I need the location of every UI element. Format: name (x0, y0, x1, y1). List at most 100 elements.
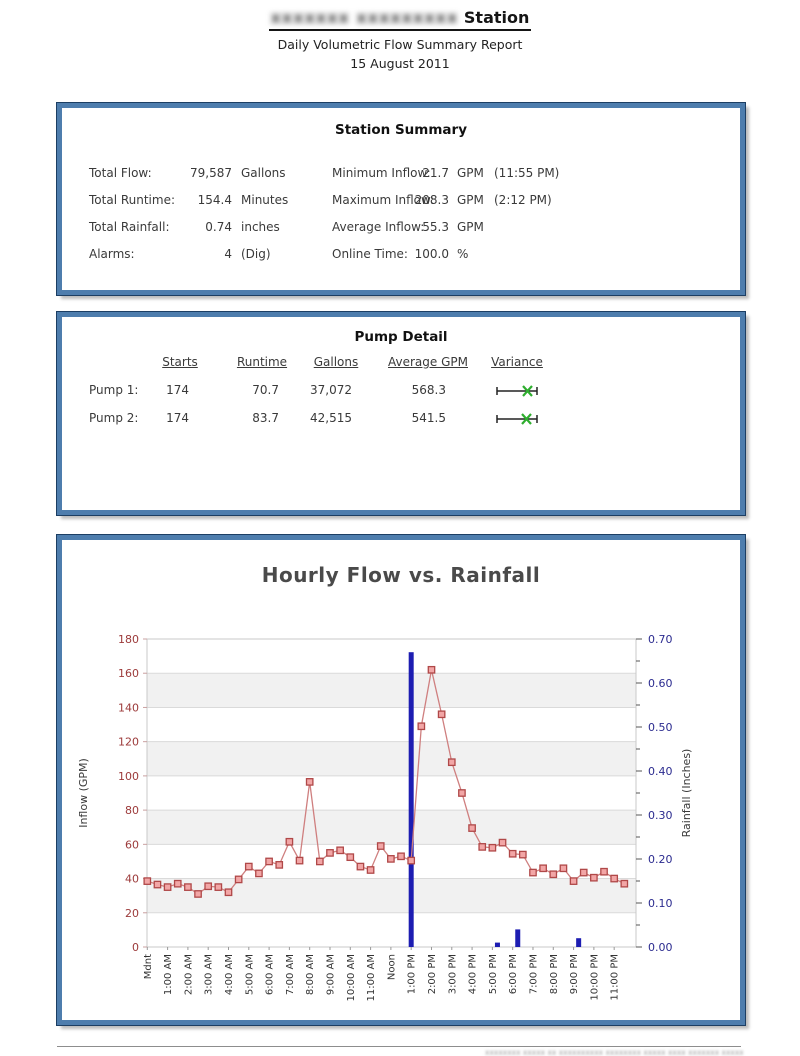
station-title: xxxxxxx xxxxxxxxx Station (268, 8, 532, 31)
pump2-variance-indicator-icon (494, 411, 540, 427)
report-date: 15 August 2011 (350, 56, 450, 71)
svg-text:1:00 AM: 1:00 AM (163, 954, 174, 995)
avg-inflow-label: Average Inflow: (332, 220, 425, 234)
svg-text:Noon: Noon (386, 954, 397, 980)
total-runtime-unit: Minutes (241, 193, 289, 207)
svg-text:0.30: 0.30 (648, 809, 673, 822)
min-inflow-unit: GPM (457, 166, 484, 180)
pump-detail-panel: Pump Detail Starts Runtime Gallons Avera… (56, 311, 746, 516)
min-inflow-value: 21.7 (422, 166, 449, 180)
total-rainfall-label: Total Rainfall: (89, 220, 170, 234)
svg-text:10:00 AM: 10:00 AM (346, 954, 357, 1001)
total-flow-value: 79,587 (190, 166, 232, 180)
svg-text:11:00 PM: 11:00 PM (610, 954, 621, 1001)
svg-text:6:00 AM: 6:00 AM (265, 954, 276, 995)
avg-inflow-value: 55.3 (422, 220, 449, 234)
report-header: xxxxxxx xxxxxxxxx Station Daily Volumetr… (0, 8, 800, 71)
svg-text:4:00 PM: 4:00 PM (468, 954, 479, 994)
svg-text:0.20: 0.20 (648, 853, 673, 866)
svg-text:60: 60 (125, 838, 139, 851)
svg-text:9:00 PM: 9:00 PM (569, 954, 580, 994)
svg-text:2:00 PM: 2:00 PM (427, 954, 438, 994)
svg-text:8:00 PM: 8:00 PM (549, 954, 560, 994)
col-gallons: Gallons (313, 355, 359, 369)
total-runtime-label: Total Runtime: (89, 193, 176, 207)
col-variance: Variance (491, 355, 543, 369)
station-summary-title: Station Summary (335, 122, 467, 138)
svg-text:0: 0 (132, 941, 139, 954)
pump-detail-title: Pump Detail (354, 329, 448, 345)
col-starts: Starts (162, 355, 198, 369)
svg-text:100: 100 (118, 770, 139, 783)
online-time-value: 100.0 (414, 247, 449, 261)
chart-title: Hourly Flow vs. Rainfall (261, 563, 541, 587)
svg-text:2:00 AM: 2:00 AM (183, 954, 194, 995)
svg-text:7:00 PM: 7:00 PM (528, 954, 539, 994)
svg-text:0.70: 0.70 (648, 633, 673, 646)
pump2-starts: 174 (166, 411, 189, 425)
pump2-runtime: 83.7 (252, 411, 279, 425)
pump1-avg-gpm: 568.3 (411, 383, 446, 397)
max-inflow-unit: GPM (457, 193, 484, 207)
svg-text:Mdnt: Mdnt (143, 954, 154, 979)
svg-text:40: 40 (125, 873, 139, 886)
max-inflow-label: Maximum Inflow: (332, 193, 435, 207)
footer-text-redacted: xxxxxxxx xxxxx xx xxxxxxxxxx xxxxxxxx xx… (485, 1048, 743, 1056)
min-inflow-time: (11:55 PM) (494, 166, 560, 180)
hourly-flow-vs-rainfall-chart: 0 20 40 60 80 100 120 140 160 180 0.00 0.10 0.20 0.30… (77, 633, 693, 1001)
pump1-name: Pump 1: (89, 383, 139, 397)
online-time-unit: % (457, 247, 469, 261)
hourly-flow-chart-panel: Hourly Flow vs. Rainfall 0 20 40 60 80 100 120… (56, 534, 746, 1026)
pump1-runtime: 70.7 (252, 383, 279, 397)
svg-text:Inflow (GPM): Inflow (GPM) (77, 758, 90, 828)
pump1-starts: 174 (166, 383, 189, 397)
svg-text:20: 20 (125, 907, 139, 920)
station-suffix: Station (463, 8, 530, 27)
svg-text:80: 80 (125, 804, 139, 817)
max-inflow-time: (2:12 PM) (494, 193, 552, 207)
svg-text:3:00 AM: 3:00 AM (204, 954, 215, 995)
pump1-variance-indicator-icon (494, 383, 540, 399)
svg-text:8:00 AM: 8:00 AM (305, 954, 316, 995)
total-runtime-value: 154.4 (197, 193, 232, 207)
total-flow-unit: Gallons (241, 166, 286, 180)
report-title: Daily Volumetric Flow Summary Report (277, 37, 523, 52)
svg-text:5:00 PM: 5:00 PM (488, 954, 499, 994)
alarms-label: Alarms: (89, 247, 135, 261)
min-inflow-label: Minimum Inflow: (332, 166, 431, 180)
footer-divider (57, 1046, 741, 1047)
svg-text:11:00 AM: 11:00 AM (366, 954, 377, 1001)
svg-text:0.40: 0.40 (648, 765, 673, 778)
online-time-label: Online Time: (332, 247, 408, 261)
station-summary-panel: Station Summary Total Flow: 79,587 Gallo… (56, 102, 746, 296)
max-inflow-value: 208.3 (414, 193, 449, 207)
alarms-value: 4 (224, 247, 232, 261)
svg-text:6:00 PM: 6:00 PM (508, 954, 519, 994)
svg-text:9:00 AM: 9:00 AM (325, 954, 336, 995)
svg-text:0.00: 0.00 (648, 941, 673, 954)
svg-text:180: 180 (118, 633, 139, 646)
col-average-gpm: Average GPM (388, 355, 468, 369)
alarms-unit: (Dig) (241, 247, 271, 261)
svg-text:120: 120 (118, 736, 139, 749)
svg-text:4:00 AM: 4:00 AM (224, 954, 235, 995)
svg-text:0.60: 0.60 (648, 677, 673, 690)
svg-text:10:00 PM: 10:00 PM (589, 954, 600, 1001)
svg-text:Rainfall (Inches): Rainfall (Inches) (680, 749, 693, 838)
svg-text:3:00 PM: 3:00 PM (447, 954, 458, 994)
total-flow-label: Total Flow: (89, 166, 152, 180)
svg-text:140: 140 (118, 701, 139, 714)
svg-text:160: 160 (118, 667, 139, 680)
total-rainfall-unit: inches (241, 220, 280, 234)
pump2-avg-gpm: 541.5 (411, 411, 446, 425)
svg-text:1:00 PM: 1:00 PM (407, 954, 418, 994)
station-name-redacted: xxxxxxx xxxxxxxxx (270, 8, 459, 27)
pump2-gallons: 42,515 (310, 411, 352, 425)
total-rainfall-value: 0.74 (205, 220, 232, 234)
svg-text:0.10: 0.10 (648, 897, 673, 910)
pump2-name: Pump 2: (89, 411, 139, 425)
col-runtime: Runtime (236, 355, 288, 369)
svg-text:7:00 AM: 7:00 AM (285, 954, 296, 995)
svg-text:0.50: 0.50 (648, 721, 673, 734)
